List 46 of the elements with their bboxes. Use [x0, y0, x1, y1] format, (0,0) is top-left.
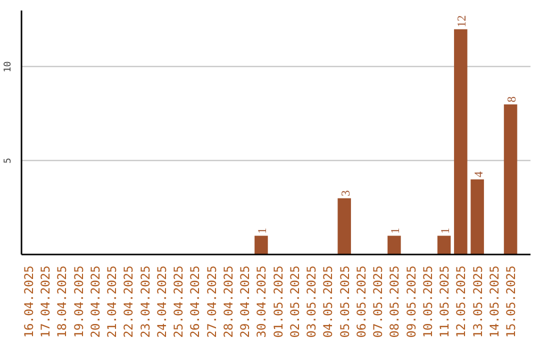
x-tick-label: 04.05.2025 [321, 265, 336, 338]
x-tick-label: 25.04.2025 [172, 265, 186, 338]
bar [338, 198, 351, 254]
x-tick-label: 30.04.2025 [254, 265, 269, 338]
x-tick-label: 21.04.2025 [105, 265, 120, 338]
data-label: 8 [504, 96, 519, 102]
x-tick-label: 12.05.2025 [454, 265, 468, 338]
x-tick-label: 06.05.2025 [354, 265, 368, 338]
data-label: 1 [388, 228, 402, 234]
x-tick-label: 03.05.2025 [304, 265, 319, 338]
x-tick-label: 11.05.2025 [438, 265, 452, 338]
x-tick-label: 24.04.2025 [154, 265, 169, 338]
x-tick-label: 20.04.2025 [88, 265, 102, 338]
x-tick-label: 14.05.2025 [487, 265, 502, 338]
y-tick-label: 10 [2, 60, 14, 72]
x-tick-label: 26.04.2025 [188, 265, 202, 338]
x-tick-label: 10.05.2025 [420, 265, 435, 338]
x-tick-label: 19.04.2025 [72, 265, 86, 338]
x-tick-label: 09.05.2025 [404, 265, 418, 338]
data-label: 3 [338, 190, 352, 196]
y-tick-label: 5 [2, 158, 14, 164]
bar [470, 179, 484, 254]
bar [437, 236, 451, 254]
x-tick-label: 17.04.2025 [38, 265, 53, 338]
x-tick-label: 23.04.2025 [138, 265, 152, 338]
bar [388, 236, 401, 254]
x-tick-label: 07.05.2025 [371, 265, 386, 338]
x-tick-label: 13.05.2025 [470, 265, 485, 338]
bar [454, 29, 468, 254]
x-tick-label: 16.04.2025 [22, 265, 36, 338]
x-tick-label: 05.05.2025 [338, 265, 352, 338]
data-label: 4 [471, 171, 486, 178]
data-label: 1 [438, 228, 452, 234]
x-tick-label: 18.04.2025 [55, 265, 70, 338]
bar [504, 104, 518, 254]
x-tick-label: 01.05.2025 [271, 265, 286, 338]
x-tick-label: 27.04.2025 [204, 265, 219, 338]
bar [254, 236, 268, 254]
data-label: 12 [454, 15, 469, 28]
x-tick-label: 29.04.2025 [238, 265, 252, 338]
x-tick-label: 08.05.2025 [388, 265, 402, 338]
x-tick-label: 15.05.2025 [504, 265, 518, 338]
data-label: 1 [255, 228, 270, 234]
x-tick-label: 22.04.2025 [122, 265, 136, 338]
x-tick-label: 28.04.2025 [221, 265, 236, 338]
x-tick-label: 02.05.2025 [288, 265, 302, 338]
